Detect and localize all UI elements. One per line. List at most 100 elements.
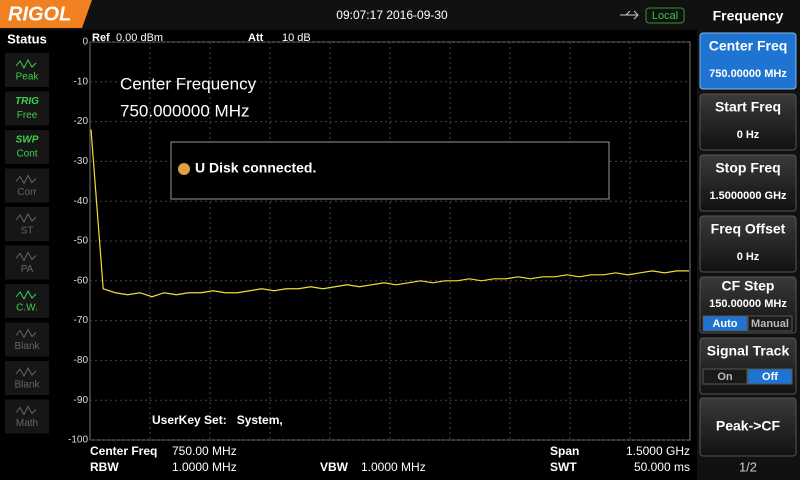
status-label: C.W.	[16, 303, 38, 314]
status-label: Blank	[14, 380, 40, 391]
ref-label: Ref	[92, 32, 110, 44]
menu-option-box[interactable]	[747, 368, 793, 385]
local-box	[645, 7, 685, 24]
footer-label: Center Freq	[90, 444, 157, 458]
status-icon-box	[5, 322, 49, 357]
status-label: Blank	[14, 341, 40, 352]
y-tick-label: -20	[74, 116, 89, 127]
local-status: Local	[652, 10, 678, 22]
status-tag: SWP	[16, 135, 39, 146]
y-tick-label: -60	[74, 275, 89, 286]
menu-option-box[interactable]	[702, 368, 748, 385]
status-icon-box	[5, 361, 49, 395]
menu-button[interactable]	[699, 154, 797, 212]
menu-label: CF Step	[722, 278, 775, 294]
menu-label: Signal Track	[707, 343, 790, 359]
status-icon	[15, 251, 37, 262]
y-tick-label: -40	[74, 196, 89, 207]
y-tick-label: -50	[74, 236, 89, 247]
menu-button[interactable]	[699, 93, 797, 151]
userkey: UserKey Set: System,	[152, 413, 283, 427]
menu-option[interactable]: Auto	[712, 318, 737, 330]
status-icon	[15, 58, 37, 70]
att-label: Att	[248, 32, 264, 44]
menu-value: 0 Hz	[737, 251, 760, 263]
menu-option-box[interactable]	[702, 315, 748, 332]
menu-label: Stop Freq	[715, 160, 780, 176]
message-box	[170, 141, 610, 200]
status-label: Corr	[17, 187, 37, 198]
status-icon-box	[5, 130, 49, 164]
menu-label: Freq Offset	[711, 221, 786, 237]
annotation-line: Center Frequency	[120, 74, 257, 93]
att-value: 10 dB	[282, 32, 311, 44]
y-tick-label: -80	[74, 355, 89, 366]
footer-label: Span	[550, 444, 579, 458]
menu-button[interactable]	[699, 215, 797, 273]
menu-items: Center Freq 750.00000 MHz Start Freq 0 Hz St…	[699, 32, 797, 457]
menu-title: Frequency	[713, 8, 784, 24]
menu-label: Center Freq	[709, 38, 788, 54]
y-tick-label: -100	[68, 435, 88, 446]
status-icon	[15, 289, 37, 301]
status-tag: TRIG	[15, 96, 39, 107]
menu-page: 1/2	[739, 459, 757, 474]
logo: RIGOL	[8, 3, 71, 25]
status-label: PA	[21, 264, 34, 275]
status-icon-box	[5, 399, 49, 434]
footer-value: 750.00 MHz	[172, 444, 237, 458]
datetime: 09:07:17 2016-09-30	[336, 8, 448, 22]
footer-value: 50.000 ms	[634, 460, 690, 474]
y-tick-label: 0	[82, 37, 88, 48]
menu-value: 150.00000 MHz	[709, 298, 787, 310]
menu-value: 1.5000000 GHz	[709, 190, 787, 202]
status-icon	[15, 366, 37, 378]
menu-option[interactable]: On	[717, 371, 733, 383]
status-label: Math	[16, 418, 38, 429]
status-label: ST	[21, 226, 34, 237]
trace	[90, 129, 689, 298]
header-bar	[0, 0, 800, 30]
y-tick-label: -90	[74, 395, 89, 406]
y-tick-label: -10	[74, 76, 89, 87]
status-title: Status	[7, 31, 47, 46]
menu-label: Start Freq	[715, 99, 781, 115]
status-label: Free	[17, 110, 38, 121]
menu-button[interactable]	[699, 32, 797, 90]
status-icon-box	[5, 207, 49, 241]
status-icon	[15, 328, 37, 339]
status-icon-box	[5, 53, 49, 87]
y-tick-label: -30	[74, 156, 89, 167]
footer-label: RBW	[90, 460, 119, 474]
annotation-line: 750.000000 MHz	[120, 101, 249, 120]
ref-value: 0.00 dBm	[116, 32, 163, 44]
menu-label: Peak->CF	[716, 418, 781, 434]
footer-label: SWT	[550, 460, 577, 474]
trace-layer	[90, 129, 689, 298]
status-icon	[15, 405, 37, 416]
status-icon	[15, 212, 37, 224]
status-icon-box	[5, 284, 49, 318]
status-icon-box	[5, 245, 49, 280]
y-tick-label: -70	[74, 315, 89, 326]
status-items: Peak TRIG Free SWP Cont Corr ST PA C.W. Blank Blan…	[5, 53, 49, 434]
usb-icon	[620, 10, 639, 20]
footer-value: 1.0000 MHz	[172, 460, 237, 474]
menu-button[interactable]	[699, 397, 797, 457]
footer-label: VBW	[320, 460, 349, 474]
logo-box	[0, 0, 92, 28]
footer-value: 1.5000 GHz	[626, 444, 690, 458]
status-icon-box	[5, 91, 49, 126]
menu-option[interactable]: Manual	[751, 318, 789, 330]
info-icon	[178, 163, 190, 175]
menu-option-box[interactable]	[747, 315, 793, 332]
status-icon	[15, 174, 37, 185]
menu-option[interactable]: Off	[762, 371, 778, 383]
menu-value: 750.00000 MHz	[709, 68, 787, 80]
menu-value: 0 Hz	[737, 129, 760, 141]
message: U Disk connected.	[195, 160, 316, 176]
status-label: Cont	[16, 149, 37, 160]
status-label: Peak	[16, 72, 40, 83]
footer-value: 1.0000 MHz	[361, 460, 426, 474]
